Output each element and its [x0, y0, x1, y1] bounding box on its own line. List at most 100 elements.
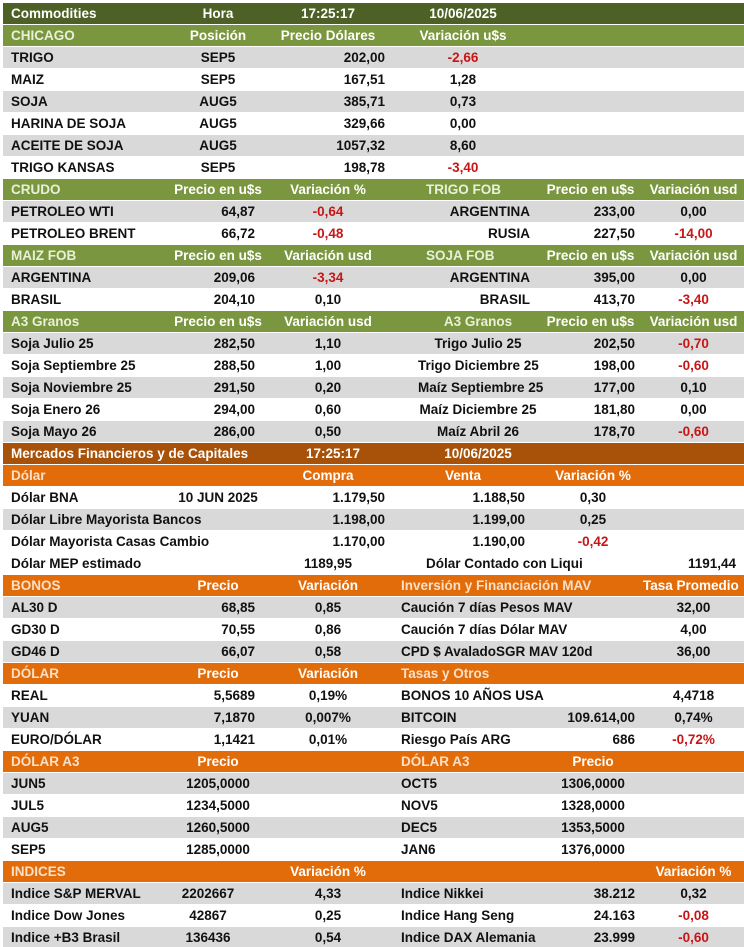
table-row: ARGENTINA 209,06 -3,34 ARGENTINA 395,00 …	[3, 266, 744, 288]
cell-right-variation: 0,00	[680, 270, 707, 285]
table-row: ACEITE DE SOJA AUG5 1057,32 8,60	[3, 134, 744, 156]
commodities-title-bar: Commodities Hora 17:25:17 10/06/2025	[3, 2, 744, 24]
date-value: 10/06/2025	[429, 6, 497, 21]
cell-price: 64,87	[221, 204, 255, 219]
cell-right-contract-name: Maíz Abril 26	[436, 424, 520, 439]
mav-col-tasa-promedio: Tasa Promedio	[643, 578, 739, 593]
trigofob-col-variacion: Variación usd	[649, 182, 738, 197]
cell-variation: 0,50	[314, 424, 342, 439]
cell-right-variation: -0,60	[678, 930, 709, 945]
cell-contract-name: Soja Julio 25	[11, 336, 94, 351]
section-bonos-mav: BONOS Precio Variación Inversión y Finan…	[3, 574, 744, 662]
cell-price: 198,78	[343, 160, 385, 175]
cell-dolar-name: Dólar Mayorista Casas Cambio	[11, 534, 210, 549]
cell-right-variation: -0,60	[678, 424, 709, 439]
cell-variation: 0,20	[314, 380, 342, 395]
indices-rows: Indice S&P MERVAL 2202667 4,33 Indice Ni…	[3, 882, 744, 947]
cell-bond-name: GD46 D	[11, 644, 60, 659]
dolar-a3-rows: JUN5 1205,0000 OCT5 1306,0000 JUL5 1234,…	[3, 772, 744, 860]
cell-variation: 0,00	[449, 116, 477, 131]
chicago-col-posicion: Posición	[189, 28, 247, 43]
bonos-mav-rows: AL30 D 68,85 0,85 Caución 7 días Pesos M…	[3, 596, 744, 662]
table-row: MAIZ SEP5 167,51 1,28	[3, 68, 744, 90]
cell-price: 286,00	[213, 424, 255, 439]
section-indices: INDICES Variación % Variación % Indice S…	[3, 860, 744, 947]
hora-label: Hora	[202, 6, 234, 21]
tasas-otros-title: Tasas y Otros	[401, 666, 490, 681]
cell-variation: 1,00	[314, 358, 342, 373]
cell-compra: 1.179,50	[332, 490, 385, 505]
cell-right-contract-name: Trigo Diciembre 25	[418, 358, 539, 373]
cell-variation: 0,007%	[305, 710, 351, 725]
crudo-trigofob-rows: PETROLEO WTI 64,87 -0,64 ARGENTINA 233,0…	[3, 200, 744, 244]
cell-position: AUG5	[199, 116, 237, 131]
cell-variation: 0,60	[314, 402, 342, 417]
cell-price: 202,00	[343, 50, 385, 65]
table-row: Indice S&P MERVAL 2202667 4,33 Indice Ni…	[3, 882, 744, 904]
mep-label: Dólar MEP estimado	[11, 556, 142, 571]
cell-index-value: 42867	[189, 908, 227, 923]
cell-right-price: 178,70	[593, 424, 635, 439]
section-a3-granos: A3 Granos Precio en u$s Variación usd A3…	[3, 310, 744, 442]
table-row: AUG5 1260,5000 DEC5 1353,5000	[3, 816, 744, 838]
dolar-a3-right-title: DÓLAR A3	[401, 754, 470, 769]
cell-position: SEP5	[200, 72, 236, 87]
cell-mav-name: CPD $ AvaladoSGR MAV 120d	[401, 644, 593, 659]
cell-right-price: 1353,5000	[561, 820, 625, 835]
cell-contract: JUN5	[11, 776, 46, 791]
cell-right-variation: 0,00	[680, 204, 707, 219]
cell-right-variation: -0,72%	[672, 732, 715, 747]
cell-right-price: 395,00	[593, 270, 635, 285]
chicago-header-row: CHICAGO Posición Precio Dólares Variació…	[3, 24, 744, 46]
cell-venta: 1.199,00	[472, 512, 525, 527]
dolar-a3-right-col-precio: Precio	[572, 754, 614, 769]
table-row: Indice +B3 Brasil 136436 0,54 Indice DAX…	[3, 926, 744, 947]
cell-index-value: 2202667	[181, 886, 235, 901]
a3-left-title: A3 Granos	[11, 314, 80, 329]
cell-variation: 0,73	[449, 94, 477, 109]
cell-commodity-name: SOJA	[11, 94, 48, 109]
cell-right-variation: 0,10	[680, 380, 707, 395]
section-dolar-a3: DÓLAR A3 Precio DÓLAR A3 Precio JUN5 120…	[3, 750, 744, 860]
cell-commodity-name: ACEITE DE SOJA	[11, 138, 124, 153]
table-row: AL30 D 68,85 0,85 Caución 7 días Pesos M…	[3, 596, 744, 618]
cell-variation: 0,25	[579, 512, 607, 527]
section-dolar: Dólar Compra Venta Variación % Dólar BNA…	[3, 464, 744, 574]
cell-right-contract: NOV5	[401, 798, 438, 813]
chicago-col-precio: Precio Dólares	[280, 28, 376, 43]
cell-mav-name: Caución 7 días Pesos MAV	[401, 600, 573, 615]
cell-right-contract: DEC5	[401, 820, 438, 835]
dolar-monedas-title: DÓLAR	[11, 666, 59, 681]
cell-right-value	[543, 685, 643, 706]
dolar-a3-left-title: DÓLAR A3	[11, 754, 80, 769]
indices-right-col-variacion: Variación %	[655, 864, 732, 879]
table-row: Soja Noviembre 25 291,50 0,20 Maíz Septi…	[3, 376, 744, 398]
indices-header-row: INDICES Variación % Variación %	[3, 860, 744, 882]
cell-commodity-name: TRIGO KANSAS	[11, 160, 115, 175]
cell-bond-name: AL30 D	[11, 600, 58, 615]
table-row: BRASIL 204,10 0,10 BRASIL 413,70 -3,40	[3, 288, 744, 310]
cell-variation: 8,60	[449, 138, 477, 153]
cell-date	[173, 531, 263, 552]
cell-variation: -0,48	[312, 226, 344, 241]
section-maizfob-sojafob: MAIZ FOB Precio en u$s Variación usd SOJ…	[3, 244, 744, 310]
maizfob-col-precio: Precio en u$s	[174, 248, 262, 263]
cell-name: PETROLEO WTI	[11, 204, 114, 219]
cell-tasa: 32,00	[676, 600, 711, 615]
cell-right-contract-name: Trigo Julio 25	[434, 336, 522, 351]
cell-name: BRASIL	[11, 292, 62, 307]
table-row: SOJA AUG5 385,71 0,73	[3, 90, 744, 112]
table-row: GD30 D 70,55 0,86 Caución 7 días Dólar M…	[3, 618, 744, 640]
cell-contract: JUL5	[11, 798, 45, 813]
crudo-trigofob-header-row: CRUDO Precio en u$s Variación % TRIGO FO…	[3, 178, 744, 200]
table-row: Soja Enero 26 294,00 0,60 Maíz Diciembre…	[3, 398, 744, 420]
cell-price: 204,10	[213, 292, 255, 307]
maizfob-sojafob-rows: ARGENTINA 209,06 -3,34 ARGENTINA 395,00 …	[3, 266, 744, 310]
cell-venta: 1.188,50	[472, 490, 525, 505]
cell-right-variation: 4,4718	[672, 688, 715, 703]
table-row: Soja Mayo 26 286,00 0,50 Maíz Abril 26 1…	[3, 420, 744, 442]
cell-bond-name: GD30 D	[11, 622, 60, 637]
cell-commodity-name: HARINA DE SOJA	[11, 116, 127, 131]
table-row: JUN5 1205,0000 OCT5 1306,0000	[3, 772, 744, 794]
table-row: PETROLEO BRENT 66,72 -0,48 RUSIA 227,50 …	[3, 222, 744, 244]
